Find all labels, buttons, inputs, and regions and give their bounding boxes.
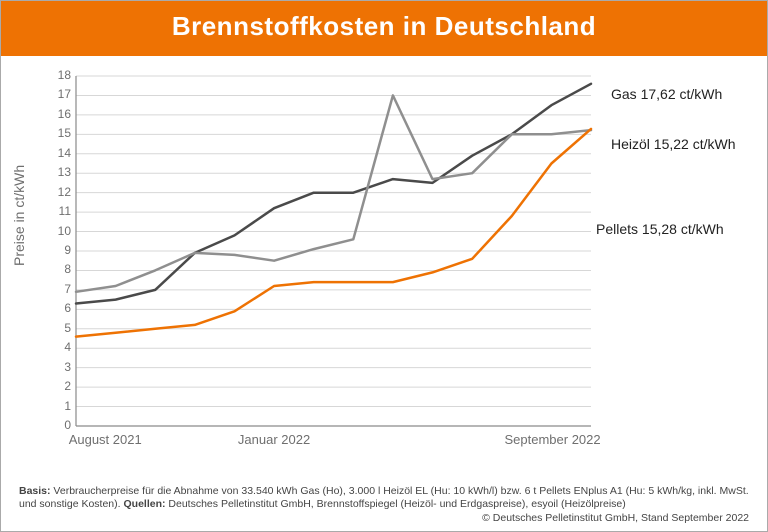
y-tick: 4 [41, 340, 71, 354]
y-tick: 14 [41, 146, 71, 160]
y-axis-label: Preise in ct/kWh [11, 165, 27, 266]
y-tick: 8 [41, 262, 71, 276]
y-tick: 0 [41, 418, 71, 432]
x-tick: August 2021 [69, 432, 142, 447]
chart-area: Preise in ct/kWh 01234567891011121314151… [1, 56, 767, 476]
y-tick: 5 [41, 321, 71, 335]
y-tick: 2 [41, 379, 71, 393]
quellen-label: Quellen: [123, 498, 165, 510]
basis-label: Basis: [19, 485, 51, 497]
series-label-heizöl: Heizöl 15,22 ct/kWh [611, 136, 736, 152]
y-tick: 15 [41, 126, 71, 140]
copyright: © Deutsches Pelletinstitut GmbH, Stand S… [19, 512, 749, 525]
plot-svg [56, 66, 746, 461]
y-tick: 11 [41, 204, 71, 218]
footer: Basis: Verbraucherpreise für die Abnahme… [19, 485, 749, 525]
y-tick: 18 [41, 68, 71, 82]
footer-line1: Basis: Verbraucherpreise für die Abnahme… [19, 485, 749, 511]
chart-container: Brennstoffkosten in Deutschland Preise i… [0, 0, 768, 532]
y-tick: 7 [41, 282, 71, 296]
y-tick: 10 [41, 224, 71, 238]
y-tick: 17 [41, 87, 71, 101]
series-label-pellets: Pellets 15,28 ct/kWh [596, 221, 724, 237]
quellen-text: Deutsches Pelletinstitut GmbH, Brennstof… [166, 498, 626, 510]
y-tick: 1 [41, 399, 71, 413]
title-bar: Brennstoffkosten in Deutschland [1, 1, 767, 56]
series-label-gas: Gas 17,62 ct/kWh [611, 86, 722, 102]
x-tick: Januar 2022 [238, 432, 310, 447]
chart-title: Brennstoffkosten in Deutschland [172, 11, 596, 41]
y-tick: 3 [41, 360, 71, 374]
y-tick: 6 [41, 301, 71, 315]
y-tick: 12 [41, 185, 71, 199]
x-tick: September 2022 [504, 432, 600, 447]
y-tick: 16 [41, 107, 71, 121]
y-tick: 9 [41, 243, 71, 257]
y-tick: 13 [41, 165, 71, 179]
